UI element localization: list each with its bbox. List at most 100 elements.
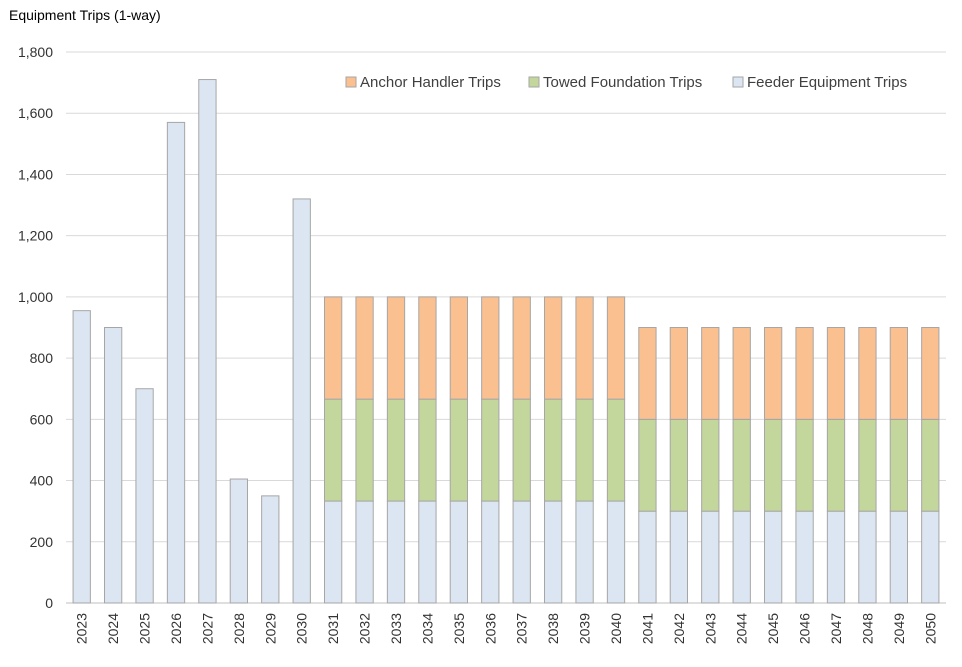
bar-feeder-equipment-trips-2044 — [732, 510, 751, 604]
y-tick-label: 1,000 — [18, 289, 53, 305]
bar-towed-foundation-trips-2046 — [795, 418, 814, 512]
y-tick-label: 1,800 — [18, 44, 53, 60]
legend-swatch — [345, 76, 357, 88]
x-tick-label: 2043 — [702, 613, 718, 644]
bar-towed-foundation-trips-2042 — [669, 418, 689, 512]
bar-feeder-equipment-trips-2047 — [826, 510, 846, 604]
x-tick-label: 2031 — [325, 613, 341, 644]
bar-feeder-equipment-trips-2031 — [324, 500, 343, 604]
bar-feeder-equipment-trips-2039 — [575, 500, 594, 604]
gridlines — [66, 51, 946, 604]
x-tick-label: 2035 — [451, 613, 467, 644]
bar-anchor-handler-trips-2034 — [418, 296, 437, 400]
bar-feeder-equipment-trips-2025 — [135, 388, 154, 604]
x-tick-label: 2032 — [357, 613, 373, 644]
x-tick-label: 2040 — [608, 613, 624, 644]
x-tick-label: 2039 — [577, 613, 593, 644]
bar-feeder-equipment-trips-2043 — [701, 510, 720, 604]
y-tick-label: 1,600 — [18, 105, 53, 121]
legend: Anchor Handler Trips Towed Foundation Tri… — [345, 74, 907, 91]
bar-feeder-equipment-trips-2046 — [795, 510, 814, 604]
bar-anchor-handler-trips-2041 — [638, 327, 657, 420]
bar-feeder-equipment-trips-2026 — [166, 121, 186, 604]
x-tick-label: 2024 — [105, 613, 121, 644]
bar-towed-foundation-trips-2041 — [638, 418, 657, 512]
bars — [72, 79, 940, 604]
bar-towed-foundation-trips-2033 — [386, 398, 406, 502]
y-tick-label: 1,200 — [18, 228, 53, 244]
bar-feeder-equipment-trips-2040 — [606, 500, 626, 604]
x-tick-label: 2041 — [639, 613, 655, 644]
x-tick-label: 2037 — [514, 613, 530, 644]
bar-towed-foundation-trips-2045 — [764, 418, 783, 512]
bar-towed-foundation-trips-2043 — [701, 418, 720, 512]
bar-anchor-handler-trips-2049 — [889, 327, 909, 420]
bar-towed-foundation-trips-2049 — [889, 418, 909, 512]
bar-feeder-equipment-trips-2045 — [764, 510, 783, 604]
bar-anchor-handler-trips-2033 — [386, 296, 406, 400]
x-tick-label: 2034 — [419, 613, 435, 644]
bar-feeder-equipment-trips-2032 — [355, 500, 374, 604]
y-tick-label: 200 — [30, 534, 54, 550]
legend-label: Towed Foundation Trips — [543, 74, 702, 91]
bar-feeder-equipment-trips-2027 — [198, 79, 217, 604]
bar-anchor-handler-trips-2035 — [449, 296, 469, 400]
bar-feeder-equipment-trips-2050 — [921, 510, 940, 604]
chart-title: Equipment Trips (1-way) — [9, 7, 161, 23]
bar-feeder-equipment-trips-2037 — [512, 500, 531, 604]
bar-feeder-equipment-trips-2028 — [229, 478, 248, 604]
bar-towed-foundation-trips-2038 — [544, 398, 563, 502]
legend-swatch — [732, 76, 744, 88]
x-tick-label: 2033 — [388, 613, 404, 644]
bar-feeder-equipment-trips-2049 — [889, 510, 909, 604]
bar-anchor-handler-trips-2045 — [764, 327, 783, 420]
legend-label: Feeder Equipment Trips — [747, 74, 907, 91]
bar-anchor-handler-trips-2039 — [575, 296, 594, 400]
bar-feeder-equipment-trips-2030 — [292, 198, 311, 604]
bar-feeder-equipment-trips-2042 — [669, 510, 689, 604]
bar-towed-foundation-trips-2037 — [512, 398, 531, 502]
bar-towed-foundation-trips-2040 — [606, 398, 626, 502]
x-tick-label: 2046 — [797, 613, 813, 644]
x-tick-label: 2049 — [891, 613, 907, 644]
x-tick-label: 2044 — [734, 613, 750, 644]
x-tick-label: 2028 — [231, 613, 247, 644]
x-tick-label: 2029 — [262, 613, 278, 644]
x-tick-label: 2045 — [765, 613, 781, 644]
bar-towed-foundation-trips-2031 — [324, 398, 343, 502]
bar-anchor-handler-trips-2038 — [544, 296, 563, 400]
bar-feeder-equipment-trips-2029 — [261, 495, 280, 604]
bar-anchor-handler-trips-2032 — [355, 296, 374, 400]
bar-anchor-handler-trips-2048 — [858, 327, 877, 420]
x-axis: 2023 2024 2025 2026 2027 2028 2029 2030 2031 2032… — [74, 613, 939, 644]
bar-feeder-equipment-trips-2038 — [544, 500, 563, 604]
y-tick-label: 600 — [30, 411, 54, 427]
x-tick-label: 2030 — [294, 613, 310, 644]
bar-feeder-equipment-trips-2033 — [386, 500, 406, 604]
bar-feeder-equipment-trips-2024 — [104, 327, 123, 604]
bar-anchor-handler-trips-2036 — [481, 296, 500, 400]
x-tick-label: 2036 — [482, 613, 498, 644]
x-tick-label: 2048 — [859, 613, 875, 644]
bar-anchor-handler-trips-2050 — [921, 327, 940, 420]
bar-feeder-equipment-trips-2048 — [858, 510, 877, 604]
bar-feeder-equipment-trips-2041 — [638, 510, 657, 604]
bar-towed-foundation-trips-2039 — [575, 398, 594, 502]
x-tick-label: 2042 — [671, 613, 687, 644]
bar-towed-foundation-trips-2034 — [418, 398, 437, 502]
x-tick-label: 2023 — [74, 613, 90, 644]
x-tick-label: 2026 — [168, 613, 184, 644]
y-tick-label: 400 — [30, 473, 54, 489]
y-tick-label: 0 — [45, 595, 53, 611]
x-tick-label: 2050 — [922, 613, 938, 644]
bar-anchor-handler-trips-2037 — [512, 296, 531, 400]
bar-anchor-handler-trips-2047 — [826, 327, 846, 420]
bar-anchor-handler-trips-2031 — [324, 296, 343, 400]
legend-swatch — [528, 76, 540, 88]
x-tick-label: 2038 — [545, 613, 561, 644]
y-tick-label: 1,400 — [18, 166, 53, 182]
x-tick-label: 2027 — [199, 613, 215, 644]
bar-anchor-handler-trips-2043 — [701, 327, 720, 420]
bar-feeder-equipment-trips-2036 — [481, 500, 500, 604]
